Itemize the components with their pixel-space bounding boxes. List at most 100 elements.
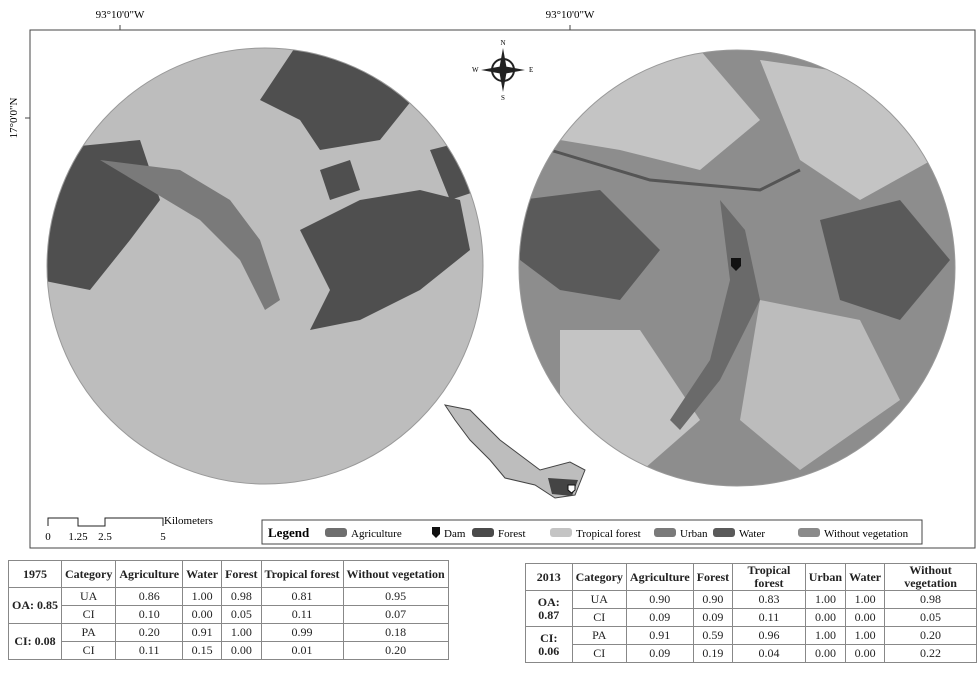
cell: 0.20 — [116, 624, 183, 642]
page: 93°10'0"W 93°10'0"W 17°0'0"N N S E W — [0, 0, 977, 675]
cell: 0.20 — [343, 642, 448, 660]
cell: 0.83 — [733, 591, 806, 609]
header-cell: Category — [572, 564, 626, 591]
cell: 0.09 — [693, 609, 732, 627]
legend-swatch — [654, 528, 676, 537]
cell: 0.19 — [693, 645, 732, 663]
cell: CI — [572, 645, 626, 663]
header-cell: Water — [846, 564, 885, 591]
header-cell: Without vegetation — [885, 564, 977, 591]
header-cell: Without vegetation — [343, 561, 448, 588]
cell: 0.00 — [846, 645, 885, 663]
scale-tick-label: 5 — [160, 531, 166, 543]
header-cell: Agriculture — [626, 564, 693, 591]
cell: 0.00 — [846, 609, 885, 627]
cell: 0.00 — [805, 645, 845, 663]
cell: PA — [62, 624, 116, 642]
header-cell: Agriculture — [116, 561, 183, 588]
scale-tick-label: 0 — [45, 531, 51, 543]
cell: 1.00 — [222, 624, 261, 642]
map-figure: 93°10'0"W 93°10'0"W 17°0'0"N N S E W — [0, 0, 977, 556]
cell: 0.91 — [626, 627, 693, 645]
header-cell: Water — [183, 561, 222, 588]
header-cell: Tropical forest — [733, 564, 806, 591]
legend-swatch — [325, 528, 347, 537]
cell: 0.09 — [626, 609, 693, 627]
cell: 0.11 — [733, 609, 806, 627]
legend-label: Without vegetation — [824, 528, 909, 540]
cell: 1.00 — [805, 627, 845, 645]
header-cell: Forest — [222, 561, 261, 588]
legend-swatch — [798, 528, 820, 537]
header-cell: 1975 — [9, 561, 62, 588]
cell: 0.00 — [222, 642, 261, 660]
cell: 0.11 — [261, 606, 343, 624]
cell: 0.09 — [626, 645, 693, 663]
coord-label: 93°10'0"W — [96, 9, 145, 21]
compass-e: E — [529, 66, 533, 74]
cell: 0.22 — [885, 645, 977, 663]
cell: UA — [62, 588, 116, 606]
scale-tick-label: 1.25 — [68, 531, 88, 543]
cell: CI — [62, 606, 116, 624]
cell: CI — [62, 642, 116, 660]
header-cell: 2013 — [526, 564, 573, 591]
cell: 1.00 — [183, 588, 222, 606]
cell: 0.98 — [222, 588, 261, 606]
legend-swatch — [713, 528, 735, 537]
legend-label: Tropical forest — [576, 528, 641, 540]
cell: 1.00 — [846, 627, 885, 645]
cell: 1.00 — [846, 591, 885, 609]
compass-w: W — [472, 66, 479, 74]
cell: 1.00 — [805, 591, 845, 609]
coord-label: 93°10'0"W — [546, 9, 595, 21]
legend-label: Urban — [680, 528, 708, 540]
cell: 0.00 — [805, 609, 845, 627]
scale-unit: Kilometers — [164, 515, 213, 527]
map-1975 — [40, 40, 483, 484]
cell: 0.81 — [261, 588, 343, 606]
cell: 0.07 — [343, 606, 448, 624]
compass: N S E W — [472, 39, 533, 102]
cell: 0.90 — [626, 591, 693, 609]
legend-label: Agriculture — [351, 528, 402, 540]
legend-title: Legend — [268, 525, 310, 540]
group-label: OA: 0.87 — [526, 591, 573, 627]
cell: UA — [572, 591, 626, 609]
group-label: CI: 0.06 — [526, 627, 573, 663]
cell: 0.20 — [885, 627, 977, 645]
scale-bar: 0 1.25 2.5 5 Kilometers — [45, 515, 213, 543]
cell: 0.18 — [343, 624, 448, 642]
legend-swatch — [472, 528, 494, 537]
cell: 0.96 — [733, 627, 806, 645]
cell: 0.91 — [183, 624, 222, 642]
group-label: OA: 0.85 — [9, 588, 62, 624]
cell: 0.15 — [183, 642, 222, 660]
cell: 0.95 — [343, 588, 448, 606]
cell: PA — [572, 627, 626, 645]
cell: 0.11 — [116, 642, 183, 660]
cell: 0.10 — [116, 606, 183, 624]
legend-label: Dam — [444, 528, 466, 540]
group-label: CI: 0.08 — [9, 624, 62, 660]
cell: 0.00 — [183, 606, 222, 624]
cell: 0.05 — [885, 609, 977, 627]
header-cell: Urban — [805, 564, 845, 591]
data-row: CI0.110.150.000.010.20 — [9, 642, 449, 660]
cell: 0.01 — [261, 642, 343, 660]
header-cell: Category — [62, 561, 116, 588]
scale-tick-label: 2.5 — [98, 531, 112, 543]
cell: 0.98 — [885, 591, 977, 609]
cell: 0.90 — [693, 591, 732, 609]
